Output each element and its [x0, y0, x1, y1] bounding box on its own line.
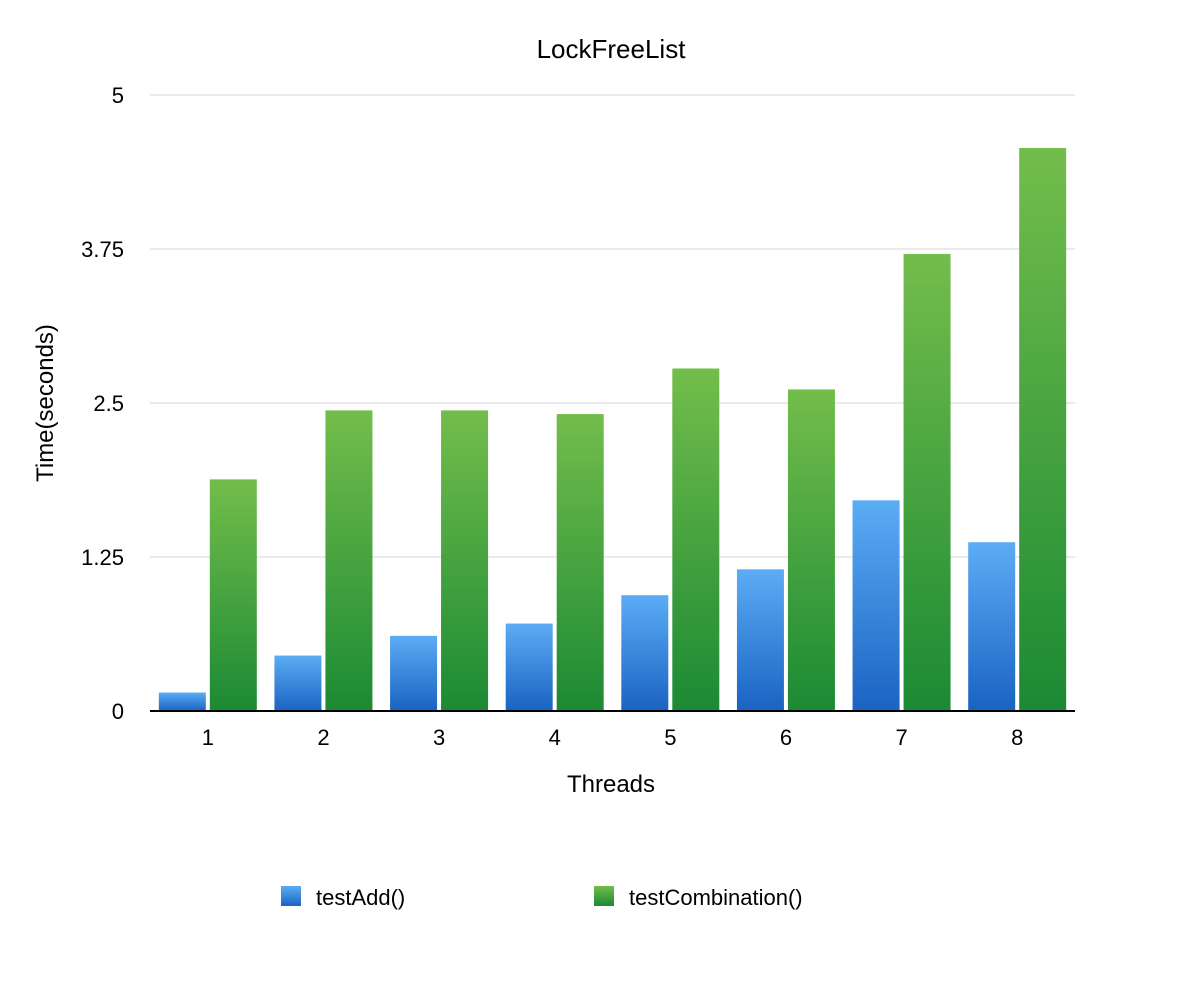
- x-tick-labels: 1 2 3 4 5 6 7 8: [202, 725, 1024, 750]
- bar-test-add: [736, 569, 784, 711]
- y-tick-label: 2.5: [93, 391, 124, 416]
- bar-test-combination: [1019, 147, 1067, 711]
- y-tick-label: 0: [112, 699, 124, 724]
- legend: testAdd() testCombination(): [281, 885, 803, 910]
- y-tick-label: 3.75: [81, 237, 124, 262]
- bar-test-add: [390, 635, 438, 711]
- x-axis-title: Threads: [567, 771, 655, 798]
- bar-test-combination: [209, 479, 257, 711]
- legend-swatch: [281, 886, 301, 906]
- bar-test-add: [505, 623, 553, 711]
- bar-test-add: [158, 692, 206, 711]
- x-tick-label: 4: [549, 725, 561, 750]
- bar-test-combination: [325, 410, 373, 711]
- bar-test-combination: [556, 414, 604, 711]
- bar-test-add: [621, 595, 669, 711]
- bar-test-combination: [903, 253, 951, 712]
- legend-swatch: [594, 886, 614, 906]
- x-tick-label: 5: [664, 725, 676, 750]
- x-tick-label: 6: [780, 725, 792, 750]
- legend-label: testAdd(): [316, 885, 405, 910]
- x-tick-label: 1: [202, 725, 214, 750]
- bar-test-add: [968, 542, 1016, 711]
- bar-test-add: [274, 655, 322, 711]
- x-tick-label: 7: [895, 725, 907, 750]
- y-axis-title: Time(seconds): [32, 324, 59, 482]
- bar-test-combination: [787, 389, 835, 711]
- y-tick-label: 1.25: [81, 545, 124, 570]
- bar-test-combination: [672, 368, 720, 711]
- x-tick-label: 2: [317, 725, 329, 750]
- legend-label: testCombination(): [629, 885, 803, 910]
- chart-title: LockFreeList: [537, 34, 687, 64]
- y-tick-label: 5: [112, 83, 124, 108]
- y-tick-labels: 0 1.25 2.5 3.75 5: [81, 83, 124, 724]
- bar-test-combination: [441, 410, 489, 711]
- x-tick-label: 3: [433, 725, 445, 750]
- bar-test-add: [852, 500, 900, 711]
- x-tick-label: 8: [1011, 725, 1023, 750]
- bars: [158, 147, 1067, 712]
